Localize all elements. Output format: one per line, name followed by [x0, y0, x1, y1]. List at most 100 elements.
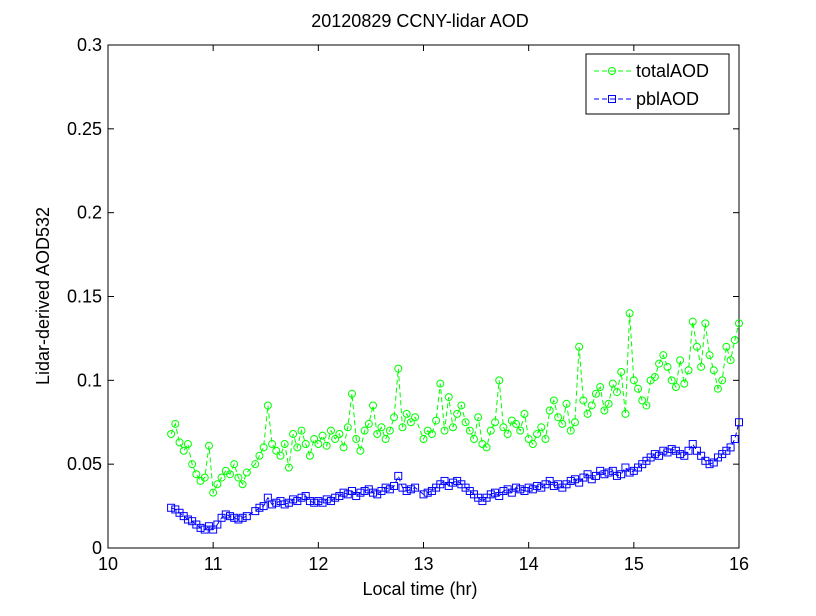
data-point-totalaod	[230, 460, 239, 469]
data-point-pblaod	[676, 450, 685, 459]
data-point-totalaod	[175, 438, 184, 447]
data-point-totalaod	[701, 319, 710, 328]
data-point-pblaod	[331, 493, 340, 502]
data-point-totalaod	[688, 317, 697, 326]
x-tick-label: 11	[204, 554, 223, 574]
data-point-totalaod	[671, 383, 680, 392]
data-point-pblaod	[213, 520, 222, 529]
data-point-totalaod	[251, 460, 260, 469]
data-point-totalaod	[634, 384, 643, 393]
data-point-pblaod	[688, 440, 697, 449]
data-point-totalaod	[352, 435, 361, 444]
data-point-pblaod	[406, 485, 415, 494]
data-point-totalaod	[398, 423, 407, 432]
data-point-pblaod	[575, 478, 584, 487]
data-point-pblaod	[608, 466, 617, 475]
data-point-pblaod	[209, 525, 218, 534]
data-point-totalaod	[343, 423, 352, 432]
data-point-totalaod	[289, 429, 298, 438]
data-point-pblaod	[339, 488, 348, 497]
data-point-pblaod	[402, 486, 411, 495]
data-point-totalaod	[331, 435, 340, 444]
data-point-pblaod	[545, 476, 554, 485]
data-point-totalaod	[680, 379, 689, 388]
data-point-totalaod	[167, 429, 176, 438]
data-point-totalaod	[335, 429, 344, 438]
y-axis-label: Lidar-derived AOD532	[33, 207, 53, 385]
data-point-pblaod	[322, 495, 331, 504]
data-point-totalaod	[209, 488, 218, 497]
data-point-totalaod	[516, 426, 525, 435]
data-point-totalaod	[503, 429, 512, 438]
data-point-totalaod	[604, 399, 613, 408]
data-point-pblaod	[167, 503, 176, 512]
data-point-totalaod	[713, 384, 722, 393]
data-point-pblaod	[705, 460, 714, 469]
data-point-totalaod	[457, 401, 466, 410]
data-point-pblaod	[242, 512, 251, 521]
data-point-totalaod	[364, 419, 373, 428]
data-point-totalaod	[579, 396, 588, 405]
data-point-totalaod	[297, 426, 306, 435]
data-point-totalaod	[659, 351, 668, 360]
data-point-pblaod	[221, 510, 230, 519]
data-point-totalaod	[448, 423, 457, 432]
data-point-pblaod	[360, 486, 369, 495]
data-point-pblaod	[369, 488, 378, 497]
x-axis-label: Local time (hr)	[362, 579, 477, 599]
data-point-totalaod	[390, 413, 399, 422]
y-tick-label: 0.3	[77, 35, 102, 55]
data-point-pblaod	[692, 446, 701, 455]
data-point-totalaod	[617, 367, 626, 376]
data-point-pblaod	[524, 483, 533, 492]
y-tick-label: 0.2	[77, 203, 102, 223]
data-point-totalaod	[524, 435, 533, 444]
x-tick-label: 12	[308, 554, 328, 574]
data-point-pblaod	[617, 470, 626, 479]
data-point-pblaod	[495, 492, 504, 501]
data-point-pblaod	[268, 500, 277, 509]
legend-marker-totalaod	[608, 67, 616, 75]
data-point-totalaod	[638, 396, 647, 405]
data-point-totalaod	[650, 372, 659, 381]
data-point-totalaod	[655, 359, 664, 368]
data-point-pblaod	[726, 443, 735, 452]
series-line-totalaod	[170, 313, 740, 495]
data-point-pblaod	[225, 512, 234, 521]
data-point-pblaod	[314, 497, 323, 506]
data-point-pblaod	[499, 486, 508, 495]
data-point-totalaod	[692, 342, 701, 351]
data-point-pblaod	[659, 446, 668, 455]
x-tick-label: 10	[98, 554, 118, 574]
data-point-totalaod	[385, 426, 394, 435]
data-point-totalaod	[735, 319, 743, 328]
data-point-totalaod	[280, 440, 289, 449]
x-tick-label: 14	[519, 554, 539, 574]
data-point-totalaod	[314, 440, 323, 449]
data-point-totalaod	[676, 356, 685, 365]
data-point-totalaod	[310, 435, 319, 444]
data-point-totalaod	[284, 463, 293, 472]
data-point-totalaod	[591, 389, 600, 398]
data-point-totalaod	[238, 480, 247, 489]
y-tick-label: 0.1	[77, 370, 102, 390]
data-point-totalaod	[183, 440, 192, 449]
data-point-pblaod	[680, 451, 689, 460]
data-point-pblaod	[667, 445, 676, 454]
data-point-totalaod	[188, 460, 197, 469]
x-tick-label: 15	[624, 554, 644, 574]
data-point-totalaod	[545, 406, 554, 415]
data-point-totalaod	[440, 426, 449, 435]
data-point-totalaod	[268, 440, 277, 449]
data-point-totalaod	[549, 396, 558, 405]
data-point-pblaod	[301, 492, 310, 501]
data-point-totalaod	[427, 429, 436, 438]
data-point-totalaod	[419, 435, 428, 444]
data-point-totalaod	[541, 435, 550, 444]
data-point-totalaod	[276, 451, 285, 460]
data-point-totalaod	[726, 356, 735, 365]
data-point-totalaod	[461, 418, 470, 427]
data-point-pblaod	[280, 500, 289, 509]
data-point-totalaod	[432, 416, 441, 425]
data-point-pblaod	[238, 513, 247, 522]
